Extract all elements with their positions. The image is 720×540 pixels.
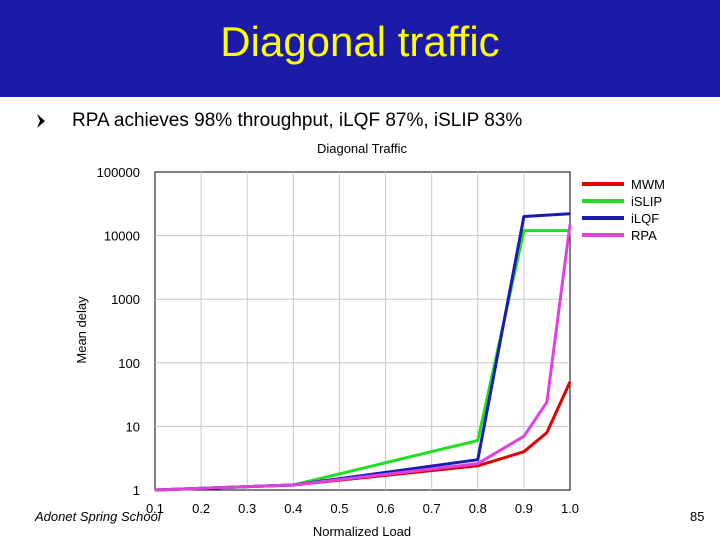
footer-school: Adonet Spring School xyxy=(35,509,161,524)
y-tick-label: 100000 xyxy=(97,165,140,180)
legend-label: iLQF xyxy=(631,211,659,226)
y-tick-label: 1 xyxy=(133,483,140,498)
slide-title: Diagonal traffic xyxy=(220,18,500,65)
bullet-item: RPA achieves 98% throughput, iLQF 87%, i… xyxy=(32,106,522,136)
x-tick-label: 1.0 xyxy=(561,501,579,516)
x-tick-label: 0.4 xyxy=(284,501,302,516)
x-tick-label: 0.7 xyxy=(423,501,441,516)
series-line-rpa xyxy=(154,224,572,492)
legend-label: RPA xyxy=(631,228,657,243)
page-number: 85 xyxy=(690,509,705,524)
y-axis-ticks: 1 10 100 1000 10000 100000 xyxy=(97,165,140,498)
x-tick-label: 0.8 xyxy=(469,501,487,516)
y-tick-label: 10 xyxy=(126,419,140,434)
y-tick-label: 100 xyxy=(118,356,140,371)
x-tick-label: 0.3 xyxy=(238,501,256,516)
chart-title: Diagonal Traffic xyxy=(317,141,408,156)
y-tick-label: 10000 xyxy=(104,229,140,244)
legend-label: MWM xyxy=(631,177,665,192)
series-lines xyxy=(154,212,572,492)
y-tick-label: 1000 xyxy=(111,292,140,307)
x-axis-label: Normalized Load xyxy=(313,524,411,539)
y-axis-label: Mean delay xyxy=(74,296,89,364)
x-tick-label: 0.1 xyxy=(146,501,164,516)
x-tick-label: 0.2 xyxy=(192,501,210,516)
x-tick-label: 0.6 xyxy=(377,501,395,516)
legend: MWM iSLIP iLQF RPA xyxy=(582,177,665,243)
bullet-text: RPA achieves 98% throughput, iLQF 87%, i… xyxy=(72,110,523,131)
legend-label: iSLIP xyxy=(631,194,662,209)
plot-area xyxy=(154,171,571,491)
x-axis-ticks: 0.1 0.2 0.3 0.4 0.5 0.6 0.7 0.8 0.9 1.0 xyxy=(146,501,579,516)
x-tick-label: 0.9 xyxy=(515,501,533,516)
x-tick-label: 0.5 xyxy=(330,501,348,516)
title-bar xyxy=(0,0,720,97)
arrow-bullet-icon xyxy=(37,114,45,128)
